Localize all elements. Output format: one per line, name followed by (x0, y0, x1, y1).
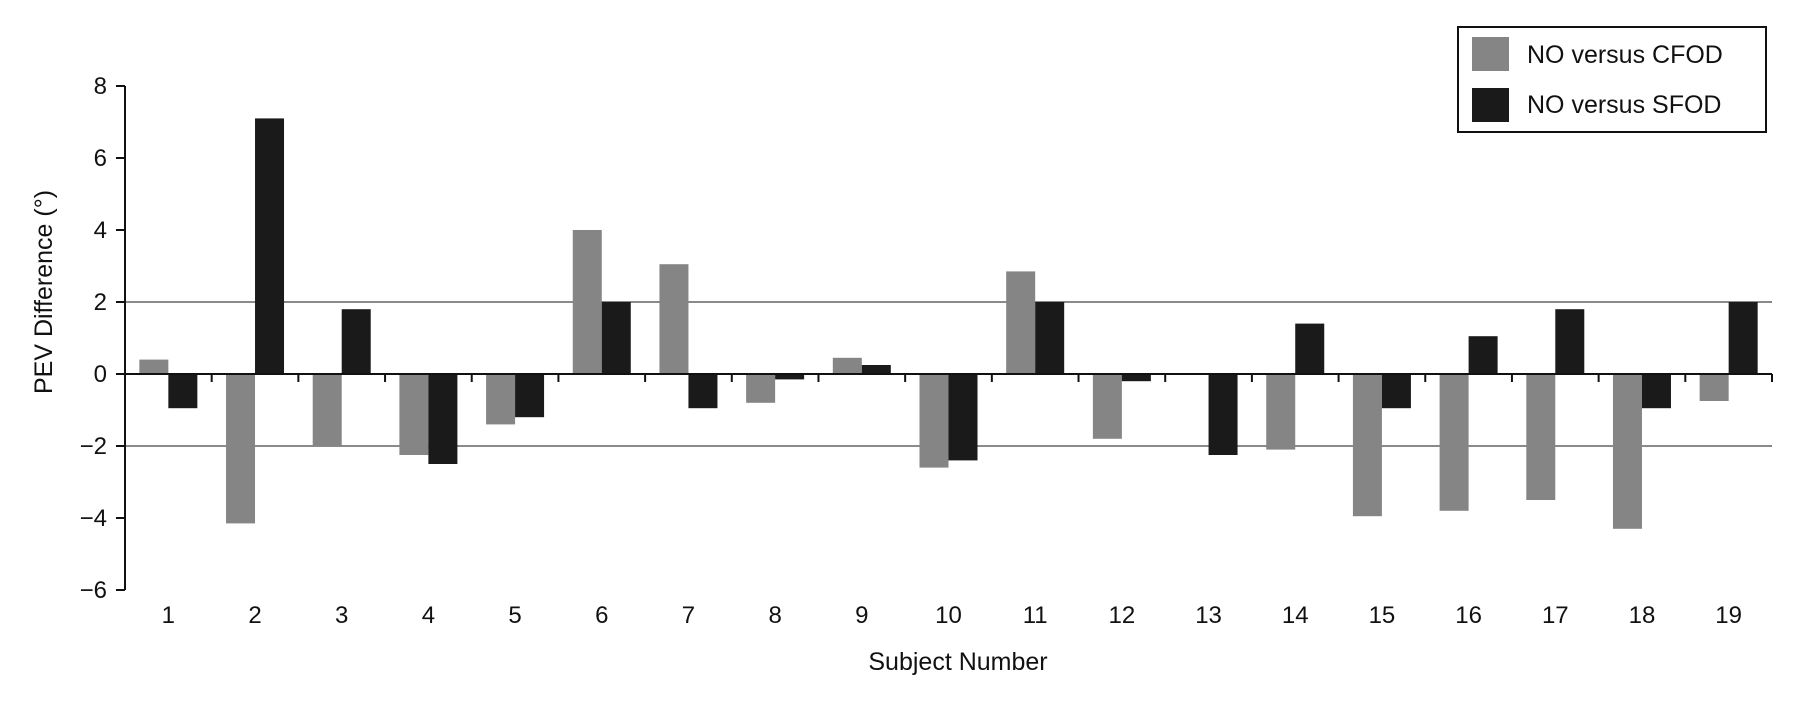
legend-box (1457, 26, 1767, 133)
legend-swatch-cfod (1472, 37, 1509, 71)
bar-cfod-6 (572, 230, 602, 374)
y-axis-title: PEV Difference (°) (30, 190, 58, 394)
x-tick-label: 4 (422, 602, 435, 629)
legend-label-cfod: NO versus CFOD (1527, 41, 1723, 69)
bar-cfod-15 (1352, 374, 1382, 517)
bar-sfod-12 (1121, 374, 1151, 382)
bar-sfod-6 (601, 302, 631, 374)
bar-sfod-19 (1728, 302, 1758, 374)
bar-cfod-11 (1006, 271, 1036, 374)
bar-sfod-1 (168, 374, 198, 409)
x-tick-label: 2 (248, 602, 261, 629)
x-tick-label: 17 (1542, 602, 1569, 629)
y-tick-label: −4 (80, 505, 107, 532)
x-tick-label: 14 (1282, 602, 1309, 629)
x-tick-label: 9 (855, 602, 868, 629)
y-tick-label: 6 (94, 145, 107, 172)
x-tick-label: 3 (335, 602, 348, 629)
bar-sfod-17 (1555, 309, 1585, 374)
bar-cfod-2 (226, 374, 256, 524)
bar-sfod-14 (1295, 323, 1325, 374)
bar-sfod-7 (688, 374, 718, 409)
bar-cfod-18 (1612, 374, 1642, 529)
bar-cfod-14 (1266, 374, 1296, 450)
bar-cfod-17 (1526, 374, 1556, 500)
bar-cfod-1 (139, 359, 169, 374)
x-tick-label: 6 (595, 602, 608, 629)
bar-cfod-16 (1439, 374, 1469, 511)
y-tick-label: 0 (94, 361, 107, 388)
x-tick-label: 11 (1023, 602, 1048, 629)
bar-sfod-11 (1035, 302, 1065, 374)
bar-sfod-18 (1641, 374, 1671, 409)
bar-sfod-3 (341, 309, 371, 374)
bar-sfod-5 (515, 374, 545, 418)
y-tick-label: 4 (94, 217, 107, 244)
x-tick-label: 15 (1369, 602, 1396, 629)
x-tick-label: 19 (1715, 602, 1742, 629)
bar-sfod-16 (1468, 336, 1498, 374)
legend-swatch-sfod (1472, 88, 1509, 122)
y-ticks: 8 6 4 2 0 −2 −4 −6 (80, 73, 125, 604)
x-tick-label: 1 (162, 602, 175, 629)
y-tick-label: 8 (94, 73, 107, 100)
x-tick-label: 12 (1109, 602, 1136, 629)
x-ticks: 1 2 3 4 5 6 7 8 9 10 11 12 13 14 15 16 17 18 19 (124, 374, 1773, 629)
bar-sfod-8 (775, 374, 805, 380)
bar-cfod-19 (1699, 374, 1729, 401)
x-axis-title: Subject Number (868, 648, 1047, 676)
y-tick-label: −6 (80, 577, 107, 604)
bar-sfod-13 (1208, 374, 1238, 455)
legend: NO versus CFOD NO versus SFOD (1457, 26, 1767, 133)
bar-cfod-5 (486, 374, 516, 425)
legend-label-sfod: NO versus SFOD (1527, 91, 1721, 119)
axes (124, 86, 1772, 590)
x-tick-label: 13 (1195, 602, 1222, 629)
x-tick-label: 16 (1455, 602, 1482, 629)
bars (139, 118, 1758, 529)
x-tick-label: 8 (768, 602, 781, 629)
x-tick-label: 18 (1629, 602, 1656, 629)
bar-sfod-10 (948, 374, 978, 461)
y-tick-label: 2 (94, 289, 107, 316)
bar-sfod-15 (1381, 374, 1411, 409)
bar-cfod-3 (312, 374, 342, 446)
bar-sfod-4 (428, 374, 458, 464)
x-tick-label: 5 (508, 602, 521, 629)
bar-cfod-10 (919, 374, 949, 468)
bar-cfod-12 (1092, 374, 1122, 439)
bar-sfod-9 (861, 365, 891, 374)
bar-cfod-7 (659, 264, 689, 374)
x-tick-label: 7 (682, 602, 695, 629)
y-tick-label: −2 (80, 433, 107, 460)
x-tick-label: 10 (935, 602, 962, 629)
bar-cfod-9 (832, 357, 862, 374)
bar-sfod-2 (255, 118, 285, 375)
bar-cfod-4 (399, 374, 429, 455)
bar-cfod-8 (746, 374, 776, 403)
